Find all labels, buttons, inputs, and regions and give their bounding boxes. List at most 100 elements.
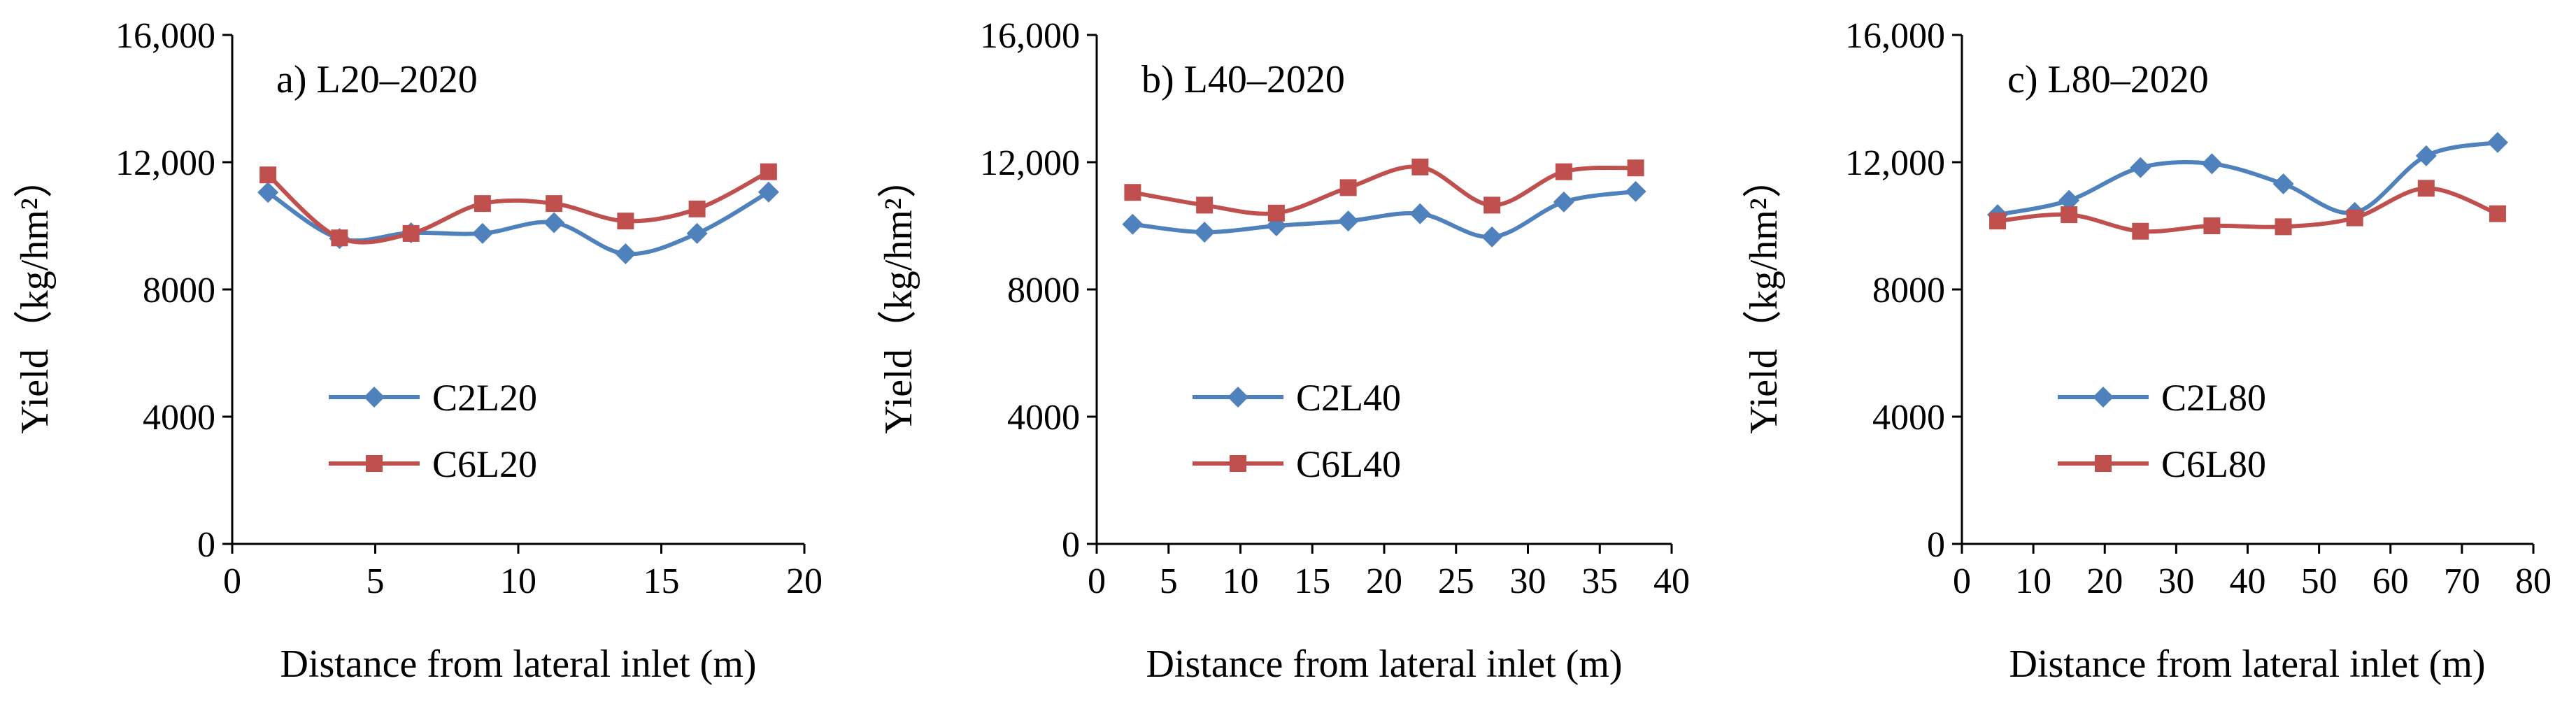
x-tick-label: 0 — [223, 561, 241, 601]
data-point-C2L20-8 — [757, 181, 779, 203]
x-tick-label: 20 — [1366, 561, 1402, 601]
legend-marker-C6L20 — [366, 455, 383, 472]
x-tick-label: 50 — [2301, 561, 2337, 601]
chart-panel-2: 0 4000 8000 12,000 16,000 0 5 10 15 20 25 30 35 40 Dis… — [877, 16, 1690, 686]
data-point-C6L40-8 — [1627, 159, 1644, 177]
data-point-C2L20-5 — [543, 212, 565, 234]
x-tick-label: 10 — [1223, 561, 1259, 601]
data-point-C2L40-4 — [1337, 210, 1359, 232]
y-axis-label: Yield（kg/hm²） — [877, 159, 920, 433]
data-point-C6L20-4 — [474, 195, 491, 213]
data-point-C6L40-5 — [1411, 158, 1429, 175]
legend-label-C6L80: C6L80 — [2161, 443, 2266, 485]
y-tick-label: 8000 — [1007, 271, 1080, 310]
x-tick-label: 5 — [1160, 561, 1178, 601]
x-tick-label: 20 — [786, 561, 823, 601]
x-tick-label: 70 — [2444, 561, 2480, 601]
legend-marker-C6L40 — [1230, 455, 1246, 472]
data-point-C2L80-2 — [2058, 189, 2080, 211]
y-axis-label: Yield（kg/hm²） — [13, 159, 57, 433]
data-point-C6L40-3 — [1267, 204, 1285, 222]
y-tick-label: 16,000 — [1845, 16, 1945, 56]
data-point-C6L40-6 — [1483, 196, 1501, 214]
x-axis-label: Distance from lateral inlet (m) — [2009, 642, 2485, 686]
y-tick-label: 8000 — [143, 271, 215, 310]
x-tick-label: 30 — [1510, 561, 1546, 601]
x-tick-label: 40 — [2230, 561, 2266, 601]
data-point-C2L40-5 — [1409, 203, 1431, 224]
data-point-C2L80-5 — [2272, 173, 2294, 194]
y-tick-label: 12,000 — [115, 143, 215, 183]
x-tick-label: 15 — [1294, 561, 1330, 601]
x-tick-label: 35 — [1581, 561, 1618, 601]
data-point-C6L80-8 — [2489, 205, 2506, 222]
data-point-C2L80-8 — [2486, 131, 2508, 153]
data-point-C2L40-2 — [1194, 222, 1216, 243]
data-point-C6L80-4 — [2203, 217, 2221, 234]
x-tick-label: 5 — [367, 561, 385, 601]
y-tick-label: 4000 — [1007, 398, 1080, 438]
data-point-C2L20-1 — [257, 182, 279, 203]
panel-title: b) L40‒2020 — [1141, 58, 1345, 101]
data-point-C6L20-8 — [760, 163, 777, 180]
data-point-C6L40-2 — [1196, 196, 1214, 214]
x-axis-label: Distance from lateral inlet (m) — [1146, 642, 1622, 686]
data-point-C2L20-7 — [686, 222, 708, 244]
y-tick-label: 0 — [1927, 525, 1945, 565]
data-point-C6L80-6 — [2346, 209, 2363, 227]
data-point-C6L80-1 — [1989, 213, 2007, 230]
data-point-C2L40-1 — [1122, 213, 1144, 235]
y-tick-label: 4000 — [143, 398, 215, 438]
data-point-C6L80-7 — [2417, 180, 2435, 197]
y-tick-label: 12,000 — [1845, 143, 1945, 183]
y-tick-label: 0 — [1062, 525, 1080, 565]
legend-label-C2L80: C2L80 — [2161, 377, 2266, 419]
x-tick-label: 20 — [2086, 561, 2123, 601]
y-axis-label: Yield（kg/hm²） — [1742, 159, 1786, 433]
x-tick-label: 80 — [2515, 561, 2552, 601]
panel-title: c) L80‒2020 — [2007, 58, 2209, 101]
panel-title: a) L20‒2020 — [276, 58, 478, 101]
y-tick-label: 16,000 — [980, 16, 1080, 56]
data-point-C6L40-4 — [1339, 179, 1357, 196]
legend-marker-C6L80 — [2095, 455, 2112, 472]
y-tick-label: 12,000 — [980, 143, 1080, 183]
data-point-C2L40-7 — [1553, 191, 1574, 213]
data-point-C6L20-3 — [402, 224, 420, 242]
data-point-C6L80-3 — [2132, 222, 2149, 240]
x-tick-label: 60 — [2372, 561, 2409, 601]
data-point-C6L20-1 — [259, 166, 277, 184]
legend-marker-C2L40 — [1227, 387, 1248, 408]
data-point-C2L80-4 — [2201, 153, 2223, 175]
legend-label-C6L40: C6L40 — [1296, 443, 1401, 485]
data-point-C2L40-8 — [1625, 180, 1646, 202]
data-point-C2L20-6 — [615, 243, 636, 265]
legend-marker-C2L20 — [364, 387, 385, 408]
x-tick-label: 40 — [1653, 561, 1690, 601]
x-tick-label: 15 — [643, 561, 680, 601]
data-point-C2L80-7 — [2415, 145, 2437, 166]
legend-label-C2L40: C2L40 — [1296, 377, 1401, 419]
series-line-C2L80 — [1997, 140, 2498, 217]
x-tick-label: 10 — [2015, 561, 2051, 601]
x-tick-label: 25 — [1438, 561, 1474, 601]
x-tick-label: 0 — [1088, 561, 1106, 601]
data-point-C2L80-3 — [2130, 157, 2151, 178]
data-point-C6L20-7 — [688, 200, 706, 217]
x-tick-label: 10 — [500, 561, 536, 601]
data-point-C6L40-1 — [1124, 184, 1141, 201]
y-tick-label: 16,000 — [115, 16, 215, 56]
x-tick-label: 0 — [1953, 561, 1971, 601]
y-tick-label: 8000 — [1872, 271, 1945, 310]
data-point-C6L80-5 — [2275, 218, 2292, 236]
chart-panel-1: 0 4000 8000 12,000 16,000 0 5 10 15 20 Distance fr… — [13, 16, 823, 686]
legend-marker-C2L80 — [2093, 387, 2114, 408]
chart-panel-3: 0 4000 8000 12,000 16,000 0 10 20 30 40 50 60 70 80 Di… — [1742, 16, 2552, 686]
data-point-C2L20-4 — [471, 222, 493, 244]
x-tick-label: 30 — [2158, 561, 2194, 601]
data-point-C6L20-2 — [331, 229, 348, 247]
x-axis-label: Distance from lateral inlet (m) — [280, 642, 756, 686]
legend-label-C2L20: C2L20 — [432, 377, 537, 419]
y-tick-label: 4000 — [1872, 398, 1945, 438]
